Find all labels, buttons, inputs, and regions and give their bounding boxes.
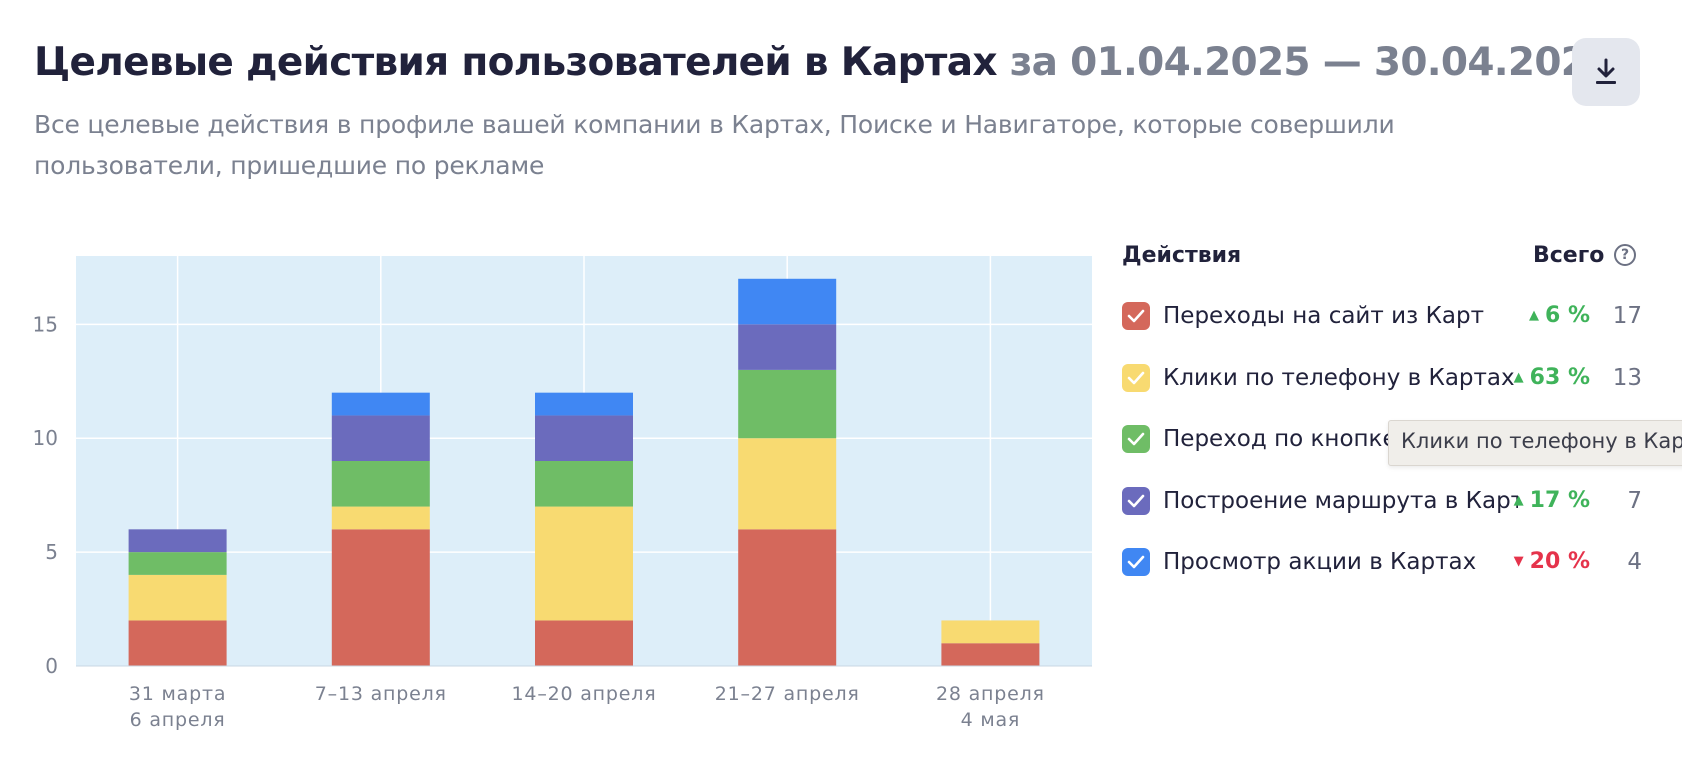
legend-checkbox[interactable] — [1122, 363, 1150, 392]
legend-item[interactable]: Построение маршрута в Картах ▲ 17 % 7 — [1122, 483, 1642, 523]
y-tick-label: 10 — [33, 426, 58, 450]
x-tick-label: 28 апреля — [936, 683, 1045, 705]
legend-label: Переход по кнопке д — [1163, 426, 1420, 452]
bar-segment — [738, 529, 837, 666]
x-tick-label: 7–13 апреля — [315, 683, 447, 705]
page-title: Целевые действия пользователей в Картах … — [34, 38, 1614, 88]
legend-delta: ▼ 20 % — [1514, 544, 1590, 580]
legend-delta: ▲ 17 % — [1514, 483, 1590, 519]
y-tick-label: 5 — [45, 540, 58, 564]
check-icon — [1127, 555, 1145, 569]
arrow-down-icon: ▼ — [1513, 554, 1524, 569]
legend-delta-value: 63 % — [1529, 364, 1590, 390]
legend-checkbox[interactable] — [1122, 425, 1150, 453]
bar-segment — [535, 461, 633, 507]
legend-delta-value: 6 % — [1544, 303, 1590, 328]
check-icon — [1127, 432, 1145, 446]
download-icon — [1596, 58, 1616, 84]
x-tick-label: 31 марта — [129, 683, 226, 705]
bar-segment — [128, 552, 227, 575]
legend-delta: ▲ 63 % — [1514, 360, 1590, 396]
tooltip-text: Клики по телефону в Картах — [1401, 429, 1682, 453]
x-tick-label: 14–20 апреля — [512, 683, 657, 705]
title-text: Целевые действия пользователей в Картах — [34, 40, 997, 85]
legend-total: 17 — [1612, 303, 1642, 329]
legend-label: Переходы на сайт из Карт — [1163, 303, 1485, 329]
legend-delta-value: 20 % — [1529, 549, 1590, 574]
stacked-bar-chart: 0 5 10 15 31 марта 6 апреля 7–13 апреля 14–20 а… — [33, 256, 1092, 731]
legend-total: 4 — [1627, 549, 1642, 575]
bar-segment — [535, 415, 633, 461]
download-button[interactable] — [1572, 38, 1640, 106]
legend-checkbox[interactable] — [1122, 548, 1150, 576]
arrow-up-icon: ▲ — [1513, 492, 1524, 508]
bar-segment — [128, 529, 227, 553]
legend-delta: ▲ 6 % — [1529, 298, 1590, 334]
x-tick-label: 6 апреля — [130, 709, 226, 731]
page-subtitle: Все целевые действия в профиле вашей ком… — [34, 110, 1395, 180]
legend-item[interactable]: Переходы на сайт из Карт ▲ 6 % 17 — [1122, 298, 1642, 338]
y-tick-label: 15 — [33, 312, 58, 336]
legend-total: 13 — [1612, 364, 1642, 391]
legend-item[interactable]: Просмотр акции в Картах ▼ 20 % 4 — [1122, 544, 1642, 584]
legend-total-header: Всего — [1533, 243, 1605, 268]
x-tick-label: 4 мая — [961, 709, 1021, 731]
bar-segment — [738, 324, 837, 370]
bar-segment — [331, 461, 430, 507]
bar-segment — [738, 369, 837, 439]
bar-segment — [738, 278, 837, 325]
bar-segment — [535, 392, 633, 416]
bar-segment — [535, 506, 633, 621]
legend-label: Просмотр акции в Картах — [1163, 549, 1477, 575]
bar-segment — [331, 392, 430, 416]
arrow-up-icon: ▲ — [1513, 369, 1524, 385]
legend-label: Построение маршрута в Картах — [1163, 487, 1518, 514]
check-icon — [1127, 309, 1145, 323]
legend-checkbox[interactable] — [1122, 486, 1150, 515]
bar-segment — [331, 529, 430, 666]
x-tick-label: 21–27 апреля — [715, 683, 860, 705]
bar-segment — [331, 506, 430, 530]
legend-checkbox[interactable] — [1122, 302, 1150, 330]
bar-segment — [535, 620, 633, 666]
bar-segment — [331, 415, 430, 461]
bar-segment — [941, 620, 1040, 644]
check-icon — [1127, 494, 1145, 507]
y-tick-label: 0 — [45, 654, 58, 678]
bar-segment — [128, 574, 227, 621]
help-icon[interactable]: ? — [1614, 244, 1636, 266]
legend-item[interactable]: Клики по телефону в Картах ▲ 63 % 13 — [1122, 360, 1642, 400]
legend-actions-header: Действия — [1122, 243, 1242, 268]
bar-segment — [128, 620, 227, 666]
title-period: за 01.04.2025 — 30.04.2025 — [1009, 40, 1615, 85]
legend-label: Клики по телефону в Картах — [1163, 364, 1515, 391]
bar-segment — [941, 643, 1040, 666]
legend-item[interactable]: Переход по кнопке д — [1122, 421, 1642, 461]
tooltip: Клики по телефону в Картах — [1388, 420, 1682, 466]
legend-total: 7 — [1627, 487, 1642, 514]
bar-segment — [738, 438, 837, 530]
legend-delta-value: 17 % — [1529, 487, 1590, 513]
check-icon — [1127, 371, 1145, 384]
arrow-up-icon: ▲ — [1528, 308, 1539, 323]
